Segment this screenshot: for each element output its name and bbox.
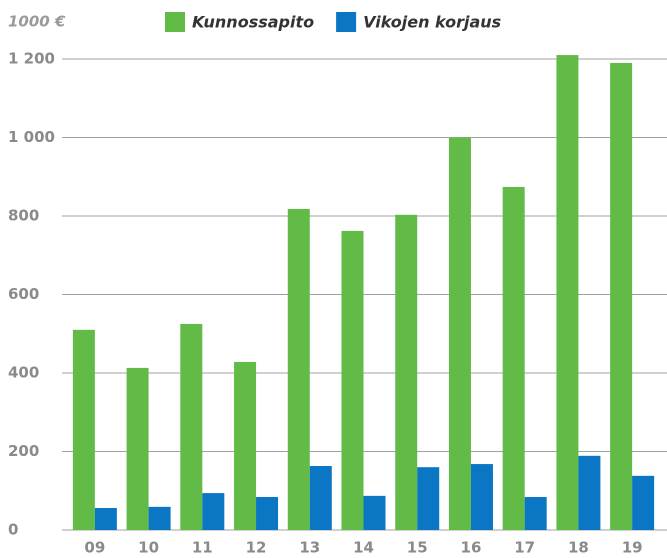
bar [72,329,95,530]
bar [578,455,601,530]
y-tick-label: 1 200 [8,50,55,68]
bar [234,362,257,530]
bar [448,137,471,530]
x-tick-label: 15 [407,539,428,557]
legend-swatch [165,12,185,32]
x-tick-label: 13 [299,539,320,557]
x-tick-label: 12 [246,539,267,557]
x-tick-label: 11 [192,539,213,557]
bar [202,493,225,530]
y-tick-label: 400 [8,364,39,382]
legend-swatch [336,12,357,32]
y-tick-label: 200 [8,442,39,460]
x-tick-label: 18 [568,539,589,557]
x-tick-label: 10 [138,539,159,557]
bar [395,214,418,530]
y-tick-label: 1 000 [8,128,55,146]
bar [610,62,633,531]
bar [287,208,310,530]
bar [148,506,171,530]
bar [524,497,547,530]
x-tick-label: 16 [461,539,482,557]
y-tick-label: 800 [8,207,39,225]
bar [256,497,279,530]
y-axis-unit: 1000 € [8,13,66,31]
y-tick-label: 0 [8,521,18,539]
bar [341,230,364,531]
x-tick-label: 09 [84,539,105,557]
bar [470,464,493,530]
bar [363,495,386,530]
legend-label: Kunnossapito [192,13,314,32]
bar [94,508,117,530]
bar [632,475,655,530]
legend-label: Vikojen korjaus [363,13,501,32]
bar [417,467,440,530]
bar [556,55,579,530]
y-tick-label: 600 [8,285,39,303]
bar [502,186,525,530]
bar [180,323,203,530]
x-tick-label: 19 [622,539,643,557]
x-tick-label: 14 [353,539,374,557]
bar [126,367,149,530]
bar [309,466,332,530]
x-tick-label: 17 [514,539,535,557]
